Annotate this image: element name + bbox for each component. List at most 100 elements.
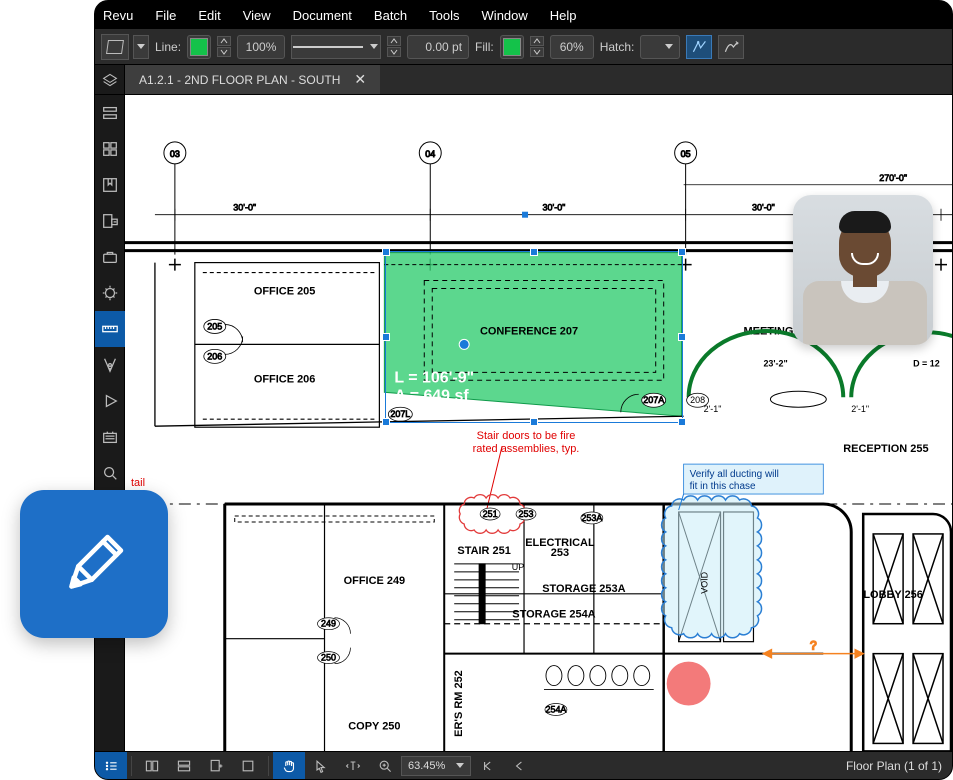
svg-text:250: 250 bbox=[321, 653, 336, 663]
split-vertical-button[interactable] bbox=[136, 752, 168, 780]
status-bar: 63.45% Floor Plan (1 of 1) bbox=[95, 751, 952, 779]
menu-window[interactable]: Window bbox=[482, 8, 528, 23]
svg-text:STORAGE 253A: STORAGE 253A bbox=[542, 583, 625, 595]
fill-opacity-spinner[interactable] bbox=[530, 36, 544, 57]
snap-toggle[interactable] bbox=[686, 35, 712, 59]
svg-text:208: 208 bbox=[690, 395, 705, 405]
chevron-down-icon bbox=[137, 44, 145, 49]
panel-search[interactable] bbox=[95, 455, 125, 491]
menu-tools[interactable]: Tools bbox=[429, 8, 459, 23]
svg-text:2'-1": 2'-1" bbox=[851, 404, 869, 414]
svg-text:?: ? bbox=[810, 639, 817, 653]
menu-batch[interactable]: Batch bbox=[374, 8, 407, 23]
markups-list-toggle[interactable] bbox=[95, 752, 127, 780]
svg-text:05: 05 bbox=[681, 149, 691, 159]
stroke-weight-field[interactable]: 0.00 pt bbox=[407, 35, 469, 59]
svg-text:OFFICE 205: OFFICE 205 bbox=[254, 286, 316, 298]
svg-text:VOID: VOID bbox=[700, 571, 710, 593]
panel-measurements[interactable] bbox=[95, 311, 125, 347]
panel-toggle-layers[interactable] bbox=[95, 65, 125, 94]
caret-up-icon[interactable] bbox=[387, 36, 401, 46]
svg-text:251: 251 bbox=[483, 509, 498, 519]
svg-text:RECEPTION 255: RECEPTION 255 bbox=[843, 443, 928, 455]
document-tab-title: A1.2.1 - 2ND FLOOR PLAN - SOUTH bbox=[139, 73, 340, 87]
svg-text:30'-0": 30'-0" bbox=[233, 203, 256, 213]
document-canvas[interactable]: 03 04 05 270'-0" 30'-0" 30'-0" 30'-0" 30… bbox=[125, 95, 952, 751]
floor-plan-drawing: 03 04 05 270'-0" 30'-0" 30'-0" 30'-0" 30… bbox=[125, 95, 952, 751]
menu-file[interactable]: File bbox=[155, 8, 176, 23]
app-window: Revu File Edit View Document Batch Tools… bbox=[94, 0, 953, 780]
svg-text:206: 206 bbox=[207, 351, 222, 361]
caret-up-icon[interactable] bbox=[217, 36, 231, 46]
svg-text:30'-0": 30'-0" bbox=[752, 203, 775, 213]
menu-view[interactable]: View bbox=[243, 8, 271, 23]
shape-tool-button[interactable] bbox=[101, 34, 129, 60]
caret-down-icon[interactable] bbox=[387, 47, 401, 57]
left-panel-rail bbox=[95, 95, 125, 751]
line-label: Line: bbox=[155, 40, 181, 54]
menu-edit[interactable]: Edit bbox=[198, 8, 220, 23]
svg-text:COPY 250: COPY 250 bbox=[348, 720, 400, 732]
close-tab-button[interactable]: ✕ bbox=[354, 71, 366, 88]
document-tab[interactable]: A1.2.1 - 2ND FLOOR PLAN - SOUTH ✕ bbox=[125, 65, 380, 94]
svg-text:205: 205 bbox=[207, 321, 222, 331]
svg-text:CONFERENCE 207: CONFERENCE 207 bbox=[480, 325, 578, 337]
unsplit-button[interactable] bbox=[232, 752, 264, 780]
svg-text:D = 12: D = 12 bbox=[913, 358, 940, 368]
panel-bookmarks[interactable] bbox=[95, 167, 125, 203]
caret-down-icon[interactable] bbox=[530, 47, 544, 57]
svg-text:ER'S RM 252: ER'S RM 252 bbox=[453, 670, 465, 737]
stroke-spinner[interactable] bbox=[387, 36, 401, 57]
new-view-button[interactable] bbox=[200, 752, 232, 780]
caret-up-icon[interactable] bbox=[530, 36, 544, 46]
panel-thumbnails[interactable] bbox=[95, 131, 125, 167]
fill-color-value bbox=[503, 38, 521, 56]
menu-revu[interactable]: Revu bbox=[103, 8, 133, 23]
line-width-field[interactable]: 100% bbox=[237, 35, 285, 59]
panel-signatures[interactable] bbox=[95, 347, 125, 383]
prev-page-button[interactable] bbox=[503, 752, 535, 780]
zoom-field[interactable]: 63.45% bbox=[401, 756, 471, 776]
svg-text:207L: 207L bbox=[390, 409, 410, 419]
menu-document[interactable]: Document bbox=[293, 8, 352, 23]
fill-opacity-field[interactable]: 60% bbox=[550, 35, 594, 59]
svg-text:Stair doors to be firerated as: Stair doors to be firerated assemblies, … bbox=[473, 430, 580, 455]
line-style-dropdown[interactable] bbox=[291, 35, 381, 59]
caret-down-icon[interactable] bbox=[217, 47, 231, 57]
panel-properties[interactable] bbox=[95, 275, 125, 311]
first-page-button[interactable] bbox=[471, 752, 503, 780]
svg-text:23'-2": 23'-2" bbox=[763, 358, 787, 368]
svg-text:LOBBY 256: LOBBY 256 bbox=[863, 589, 923, 601]
split-horizontal-button[interactable] bbox=[168, 752, 200, 780]
fill-color-swatch[interactable] bbox=[500, 35, 524, 59]
svg-text:30'-0": 30'-0" bbox=[543, 203, 566, 213]
panel-studio[interactable] bbox=[95, 419, 125, 455]
zoom-tool[interactable] bbox=[369, 752, 401, 780]
svg-text:254A: 254A bbox=[545, 704, 566, 714]
pencil-icon bbox=[58, 528, 130, 600]
select-tool[interactable] bbox=[305, 752, 337, 780]
svg-text:249: 249 bbox=[321, 619, 336, 629]
panel-spaces[interactable] bbox=[95, 203, 125, 239]
line-color-swatch[interactable] bbox=[187, 35, 211, 59]
edit-badge-overlay bbox=[20, 490, 168, 638]
svg-text:OFFICE 206: OFFICE 206 bbox=[254, 373, 316, 385]
hatch-dropdown[interactable] bbox=[640, 35, 680, 59]
svg-text:253A: 253A bbox=[581, 513, 602, 523]
text-select-tool[interactable] bbox=[337, 752, 369, 780]
svg-text:STORAGE 254A: STORAGE 254A bbox=[512, 609, 595, 621]
line-width-spinner[interactable] bbox=[217, 36, 231, 57]
panel-toolchest[interactable] bbox=[95, 239, 125, 275]
svg-text:270'-0": 270'-0" bbox=[879, 173, 907, 183]
page-indicator: Floor Plan (1 of 1) bbox=[846, 759, 952, 773]
panel-file-access[interactable] bbox=[95, 95, 125, 131]
line-color-value bbox=[190, 38, 208, 56]
zoom-value: 63.45% bbox=[408, 760, 445, 772]
chevron-down-icon bbox=[665, 44, 673, 49]
pan-tool[interactable] bbox=[273, 752, 305, 780]
shape-tool-dropdown[interactable] bbox=[133, 35, 149, 59]
menu-help[interactable]: Help bbox=[550, 8, 577, 23]
hatch-label: Hatch: bbox=[600, 40, 635, 54]
curve-tool-button[interactable] bbox=[718, 35, 744, 59]
panel-links[interactable] bbox=[95, 383, 125, 419]
